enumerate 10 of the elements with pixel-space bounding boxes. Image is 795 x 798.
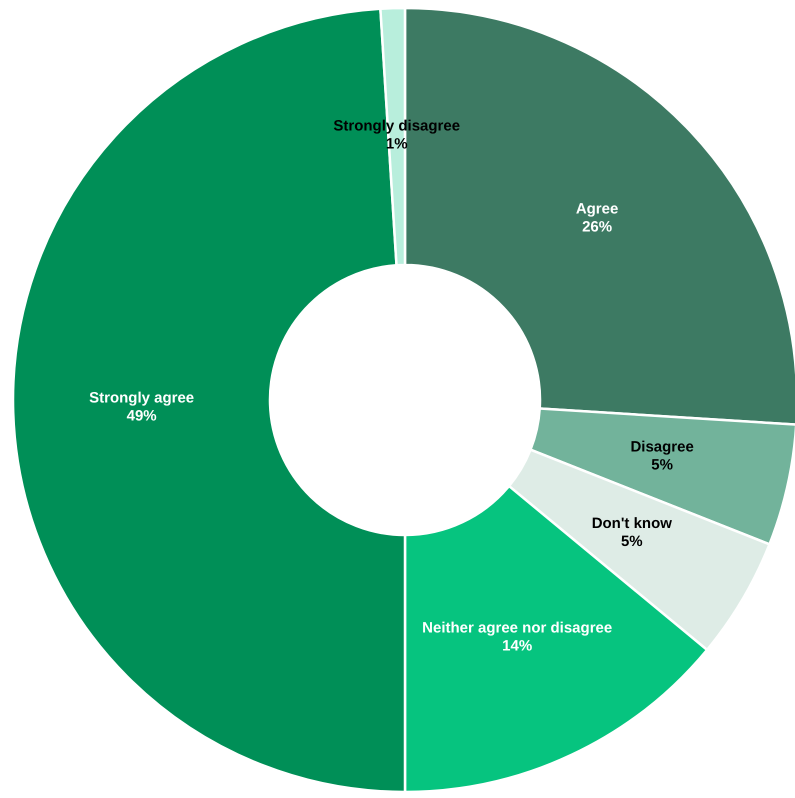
data-label: 5% [620,533,643,550]
data-label: 5% [651,456,673,474]
slice-label: Disagree [630,438,694,456]
slice-label: Neither agree nor disagree [422,619,612,636]
slice-label: Strongly agree [89,389,194,406]
slice-label: Agree [576,200,618,218]
data-label: 26% [582,218,612,236]
slice-label: Don't know [592,515,672,532]
data-label: 49% [126,407,157,424]
data-label: 14% [502,637,532,654]
